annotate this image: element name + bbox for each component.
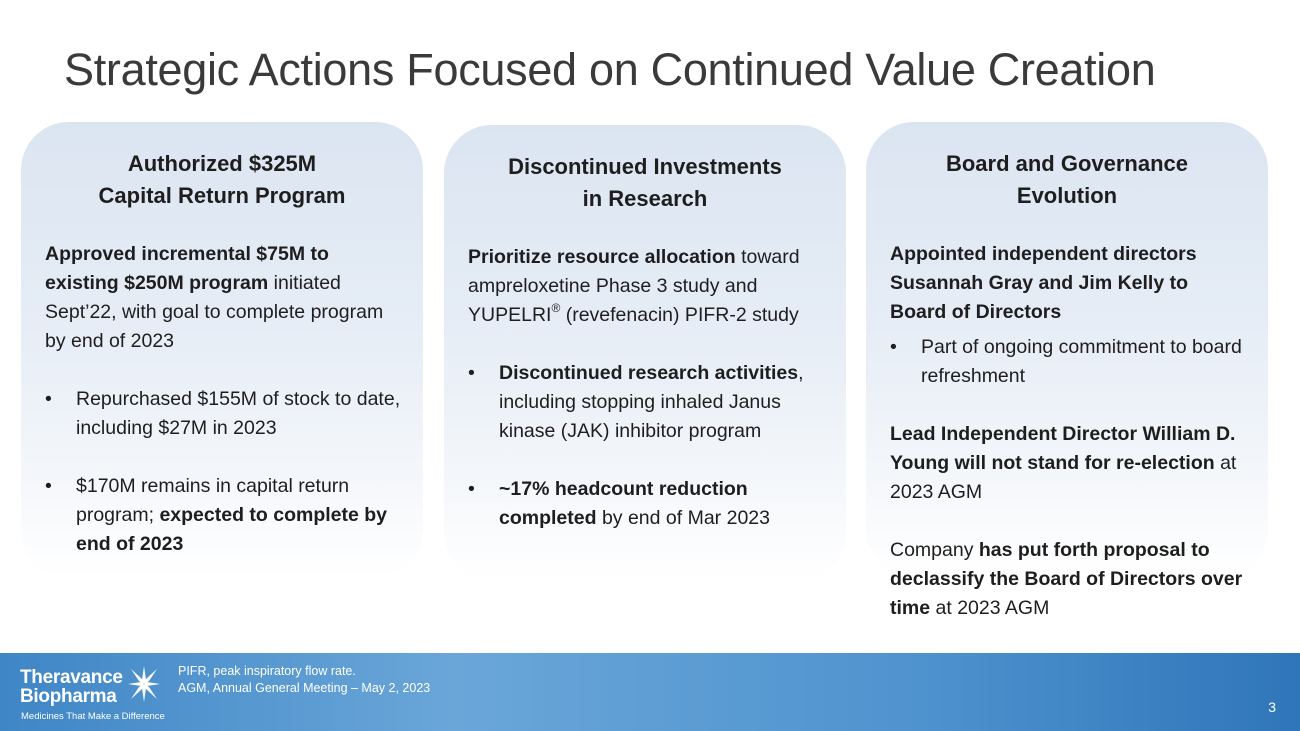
footnotes: PIFR, peak inspiratory flow rate. AGM, A… — [178, 663, 430, 697]
card-heading-line1: Discontinued Investments — [508, 154, 782, 179]
bullet-text-bold: Discontinued research activities — [499, 362, 799, 384]
card-research: Discontinued Investments in Research Pri… — [444, 125, 846, 581]
card-body: Approved incremental $75M to existing $2… — [45, 240, 401, 559]
bullet-text-rest: by end of Mar 2023 — [596, 507, 770, 529]
bullet-text-bold-a: ~17% — [499, 478, 555, 500]
bullet-item: • Part of ongoing commitment to board ref… — [890, 333, 1246, 391]
card-governance: Board and Governance Evolution Appointed… — [866, 122, 1268, 619]
proposal-plain: Company — [890, 539, 979, 561]
intro-bold: Approved incremental $75M to existing $2… — [45, 243, 329, 294]
card-heading-line1: Authorized $325M — [127, 151, 317, 176]
bullet-icon: • — [45, 475, 52, 497]
bullet-item: • Discontinued research activities, inclu… — [468, 359, 824, 446]
logo-word-2: Biopharma — [20, 686, 117, 707]
bullet-text: Repurchased $155M of stock to date, incl… — [76, 388, 401, 439]
bullet-item: • Repurchased $155M of stock to date, inc… — [45, 385, 401, 443]
director-bold: Lead Independent Director William D. You… — [890, 423, 1236, 474]
card-capital-return: Authorized $325M Capital Return Program … — [21, 122, 423, 578]
card-heading: Board and Governance Evolution — [866, 148, 1268, 212]
director-paragraph: Lead Independent Director William D. You… — [890, 420, 1246, 507]
star-icon — [128, 666, 160, 702]
page-number: 3 — [1268, 699, 1276, 715]
bullet-text-plain: $170M remains in capital return program; — [76, 475, 350, 526]
company-logo: Theravance Biopharma Medicines That Make… — [20, 665, 170, 727]
card-heading: Authorized $325M Capital Return Program — [21, 148, 423, 212]
logo-word-1: Theravance — [20, 667, 123, 688]
card-heading-line2: Capital Return Program — [98, 183, 346, 208]
bullet-item: • $170M remains in capital return program… — [45, 472, 401, 559]
intro-rest-a: toward ampreloxetine Phase 3 study and Y… — [468, 246, 800, 326]
bullet-item: • ~17% headcount reduction completed by e… — [468, 475, 824, 533]
logo-tagline: Medicines That Make a Difference — [21, 711, 165, 722]
card-heading-line2: Evolution — [1016, 183, 1118, 208]
bullet-text-rest: , including stopping inhaled Janus kinas… — [499, 362, 804, 442]
intro-bold: Appointed independent directors Susannah… — [890, 243, 1197, 323]
card-heading-line2: in Research — [582, 186, 708, 211]
footer-bar: Theravance Biopharma Medicines That Make… — [0, 653, 1300, 731]
slide-title: Strategic Actions Focused on Continued V… — [64, 44, 1156, 95]
bullet-text-bold: expected to complete by end of 2023 — [76, 504, 388, 555]
intro-rest-b: (revefenacin) PIFR-2 study — [560, 304, 799, 326]
bullet-icon: • — [45, 388, 52, 410]
intro-paragraph: Appointed independent directors Susannah… — [890, 240, 1246, 327]
proposal-bold: has put forth proposal to declassify the… — [890, 539, 1243, 619]
bullet-icon: • — [890, 336, 897, 358]
intro-bold: Prioritize resource allocation — [468, 246, 736, 268]
bullet-icon: • — [468, 478, 475, 500]
registered-mark: ® — [551, 300, 561, 315]
card-heading-line1: Board and Governance — [945, 151, 1189, 176]
bullet-text-bold-b: headcount reduction completed — [499, 478, 748, 529]
intro-paragraph: Approved incremental $75M to existing $2… — [45, 240, 401, 356]
bullet-icon: • — [468, 362, 475, 384]
director-rest: at 2023 AGM — [890, 452, 1237, 503]
footnote-agm: AGM, Annual General Meeting – May 2, 202… — [178, 681, 431, 695]
intro-paragraph: Prioritize resource allocation toward am… — [468, 243, 824, 330]
proposal-paragraph: Company has put forth proposal to declas… — [890, 536, 1246, 623]
proposal-rest: at 2023 AGM — [930, 597, 1050, 619]
card-body: Appointed independent directors Susannah… — [890, 240, 1246, 623]
intro-rest: initiated Sept’22, with goal to complete… — [45, 272, 384, 352]
card-body: Prioritize resource allocation toward am… — [468, 243, 824, 533]
footnote-pifr: PIFR, peak inspiratory flow rate. — [178, 664, 356, 678]
card-heading: Discontinued Investments in Research — [444, 151, 846, 215]
bullet-text: Part of ongoing commitment to board refr… — [921, 336, 1242, 387]
